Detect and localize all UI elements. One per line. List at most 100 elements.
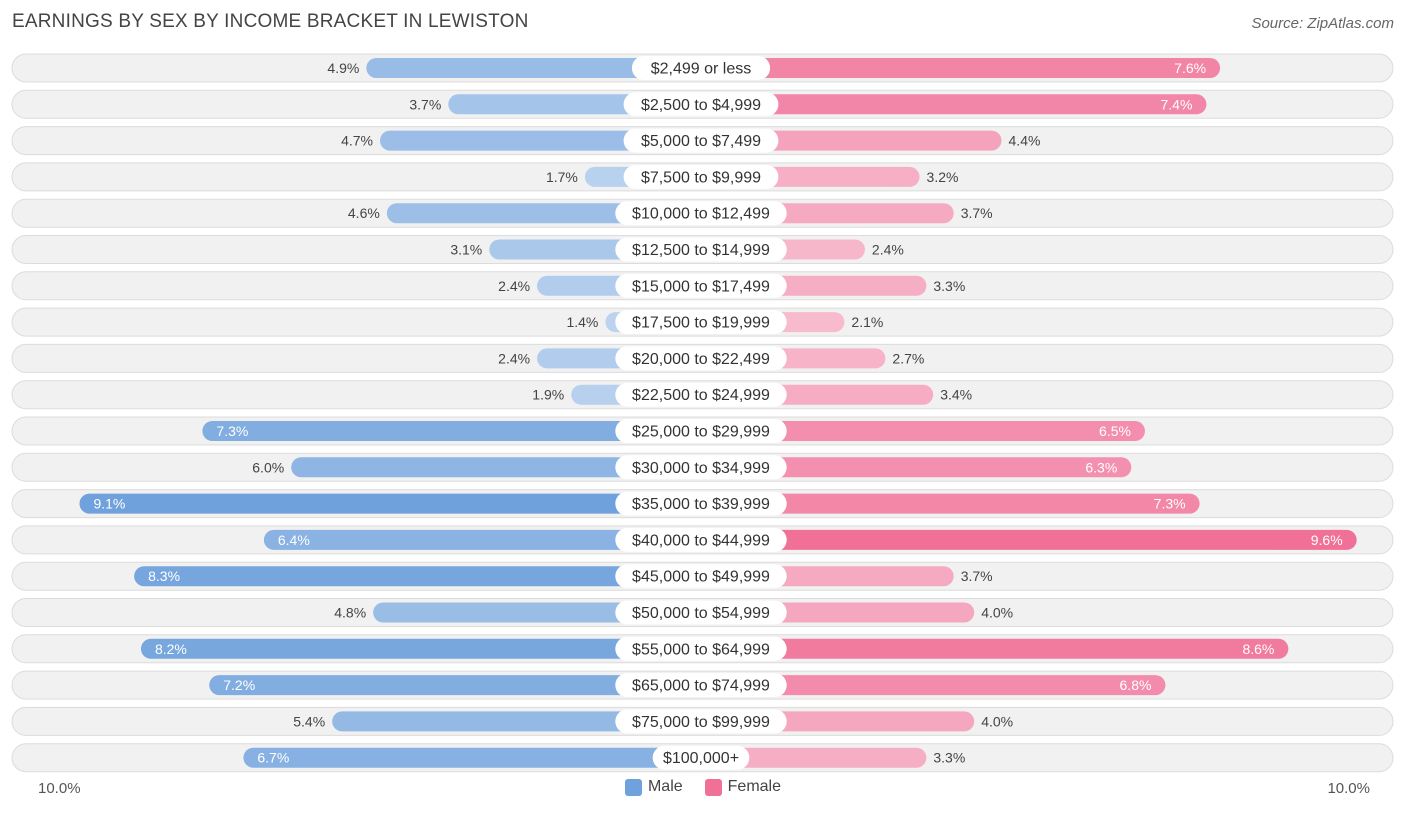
- category-label: $20,000 to $22,499: [632, 351, 770, 368]
- chart-area: $2,499 or less 4.9% 7.6% $2,500 to $4,999 3.…: [11, 53, 1394, 773]
- category-pill: [631, 56, 771, 80]
- female-value-label: 8.6%: [1242, 641, 1274, 657]
- category-label: $40,000 to $44,999: [632, 532, 770, 549]
- female-bar: [701, 529, 1357, 550]
- female-value-label: 3.3%: [933, 278, 965, 294]
- legend: Male Female: [0, 778, 1406, 796]
- male-bar: [209, 675, 702, 696]
- category-pill: [615, 237, 787, 262]
- male-value-label: 4.7%: [341, 133, 373, 149]
- male-bar: [202, 421, 701, 441]
- male-bar: [79, 493, 702, 514]
- category-label: $30,000 to $34,999: [632, 460, 770, 477]
- female-value-label: 4.0%: [981, 605, 1013, 621]
- male-value-label: 7.3%: [216, 423, 248, 439]
- category-label: $2,500 to $4,999: [641, 97, 761, 114]
- category-label: $7,500 to $9,999: [641, 169, 761, 186]
- female-value-label: 7.4%: [1160, 96, 1192, 112]
- chart-title: EARNINGS BY SEX BY INCOME BRACKET IN LEW…: [12, 11, 529, 32]
- category-pill: [615, 310, 787, 335]
- female-value-label: 6.5%: [1099, 423, 1131, 439]
- female-bar: [701, 457, 1132, 478]
- male-bar: [134, 566, 702, 587]
- female-bar: [701, 638, 1289, 659]
- category-label: $22,500 to $24,999: [632, 387, 770, 404]
- axis-left-label: 10.0%: [38, 780, 81, 797]
- legend-swatch-male: [624, 778, 642, 796]
- category-label: $12,500 to $14,999: [632, 242, 770, 259]
- male-value-label: 3.7%: [409, 96, 441, 112]
- category-label: $5,000 to $7,499: [641, 133, 761, 150]
- male-value-label: 5.4%: [293, 713, 325, 729]
- category-pill: [615, 709, 787, 734]
- female-value-label: 4.0%: [981, 713, 1013, 729]
- legend-swatch-female: [704, 778, 722, 796]
- category-label: $55,000 to $64,999: [632, 641, 770, 658]
- male-value-label: 6.7%: [257, 750, 289, 766]
- category-pill: [615, 455, 787, 480]
- category-pill: [652, 745, 750, 770]
- female-value-label: 7.6%: [1174, 60, 1206, 76]
- axis-right-label: 10.0%: [1327, 780, 1370, 797]
- female-value-label: 6.3%: [1085, 459, 1117, 475]
- male-value-label: 8.3%: [148, 568, 180, 584]
- male-value-label: 2.4%: [498, 278, 530, 294]
- source-label: Source: ZipAtlas.com: [1251, 15, 1394, 32]
- male-bar: [263, 529, 701, 550]
- male-value-label: 7.2%: [223, 677, 255, 693]
- male-bar: [332, 711, 701, 732]
- category-label: $35,000 to $39,999: [632, 496, 770, 513]
- male-value-label: 8.2%: [155, 641, 187, 657]
- legend-item-female: Female: [704, 778, 781, 796]
- female-bar: [701, 493, 1200, 514]
- male-bar: [291, 457, 701, 478]
- male-bar: [243, 747, 701, 768]
- category-label: $25,000 to $29,999: [632, 424, 770, 441]
- category-pill: [615, 419, 787, 443]
- legend-label-male: Male: [647, 778, 683, 795]
- category-pill: [623, 92, 779, 117]
- male-bar: [366, 58, 701, 78]
- category-label: $10,000 to $12,499: [632, 206, 770, 223]
- category-pill: [615, 673, 787, 698]
- female-value-label: 2.7%: [892, 350, 924, 366]
- category-pill: [615, 600, 787, 625]
- category-label: $15,000 to $17,499: [632, 278, 770, 295]
- category-pill: [623, 164, 779, 189]
- female-bar: [701, 58, 1221, 78]
- male-value-label: 3.1%: [450, 242, 482, 258]
- category-label: $65,000 to $74,999: [632, 678, 770, 695]
- female-value-label: 9.6%: [1311, 532, 1343, 548]
- female-bar: [701, 675, 1166, 696]
- category-pill: [615, 527, 787, 552]
- female-value-label: 3.4%: [940, 387, 972, 403]
- legend-item-male: Male: [624, 778, 683, 796]
- category-label: $45,000 to $49,999: [632, 569, 770, 586]
- male-bar: [140, 638, 701, 659]
- female-value-label: 3.7%: [961, 568, 993, 584]
- male-value-label: 4.8%: [334, 605, 366, 621]
- female-bar: [701, 421, 1145, 441]
- category-pill: [615, 491, 787, 516]
- male-value-label: 1.7%: [546, 169, 578, 185]
- category-label: $100,000+: [663, 750, 739, 767]
- female-value-label: 6.8%: [1120, 677, 1152, 693]
- male-bar: [379, 130, 701, 151]
- category-pill: [615, 201, 787, 226]
- category-pill: [615, 382, 787, 407]
- category-pill: [615, 564, 787, 589]
- category-label: $2,499 or less: [651, 61, 752, 78]
- female-value-label: 2.4%: [872, 242, 904, 258]
- category-label: $50,000 to $54,999: [632, 605, 770, 622]
- female-value-label: 7.3%: [1154, 496, 1186, 512]
- category-label: $17,500 to $19,999: [632, 315, 770, 332]
- female-value-label: 3.7%: [961, 205, 993, 221]
- category-pill: [615, 346, 787, 371]
- category-label: $75,000 to $99,999: [632, 714, 770, 731]
- female-bar: [701, 94, 1207, 115]
- female-bar: [701, 747, 927, 768]
- category-pill: [623, 128, 779, 153]
- male-value-label: 6.0%: [252, 459, 284, 475]
- male-value-label: 9.1%: [93, 496, 125, 512]
- female-value-label: 3.3%: [933, 750, 965, 766]
